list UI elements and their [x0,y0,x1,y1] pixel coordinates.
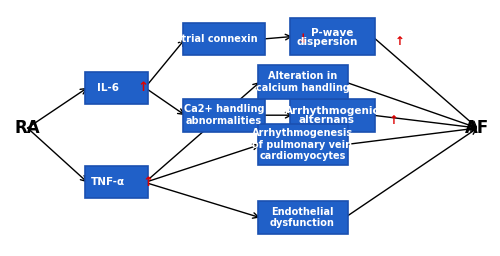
FancyBboxPatch shape [182,23,265,55]
Text: Atrial connexin: Atrial connexin [174,34,258,44]
Text: ↑: ↑ [137,81,148,94]
FancyBboxPatch shape [182,99,265,132]
FancyBboxPatch shape [258,201,348,234]
Text: ↓: ↓ [297,33,308,46]
Text: TNF-α: TNF-α [91,177,125,187]
Text: ↑: ↑ [394,35,404,48]
FancyBboxPatch shape [85,166,148,198]
Text: RA: RA [14,119,40,137]
FancyBboxPatch shape [258,124,348,165]
Text: Endothelial
dysfunction: Endothelial dysfunction [270,207,335,228]
FancyBboxPatch shape [290,18,375,55]
Text: alternans: alternans [299,115,355,125]
Text: dispersion: dispersion [296,37,358,47]
Text: Ca2+ handling
abnormalities: Ca2+ handling abnormalities [184,104,264,126]
Text: ↑: ↑ [388,114,398,127]
FancyBboxPatch shape [258,65,348,99]
Text: Arrhythmogenesis
of pulmonary vein
cardiomyocytes: Arrhythmogenesis of pulmonary vein cardi… [252,128,353,161]
Text: Alteration in
calcium handling: Alteration in calcium handling [256,71,350,93]
FancyBboxPatch shape [290,99,375,132]
Text: AF: AF [466,119,489,137]
Text: Arrhythmogenic: Arrhythmogenic [285,106,380,116]
Text: ↑: ↑ [142,176,154,189]
FancyBboxPatch shape [85,72,148,104]
Text: IL-6: IL-6 [97,83,119,93]
Text: P-wave: P-wave [312,28,354,38]
